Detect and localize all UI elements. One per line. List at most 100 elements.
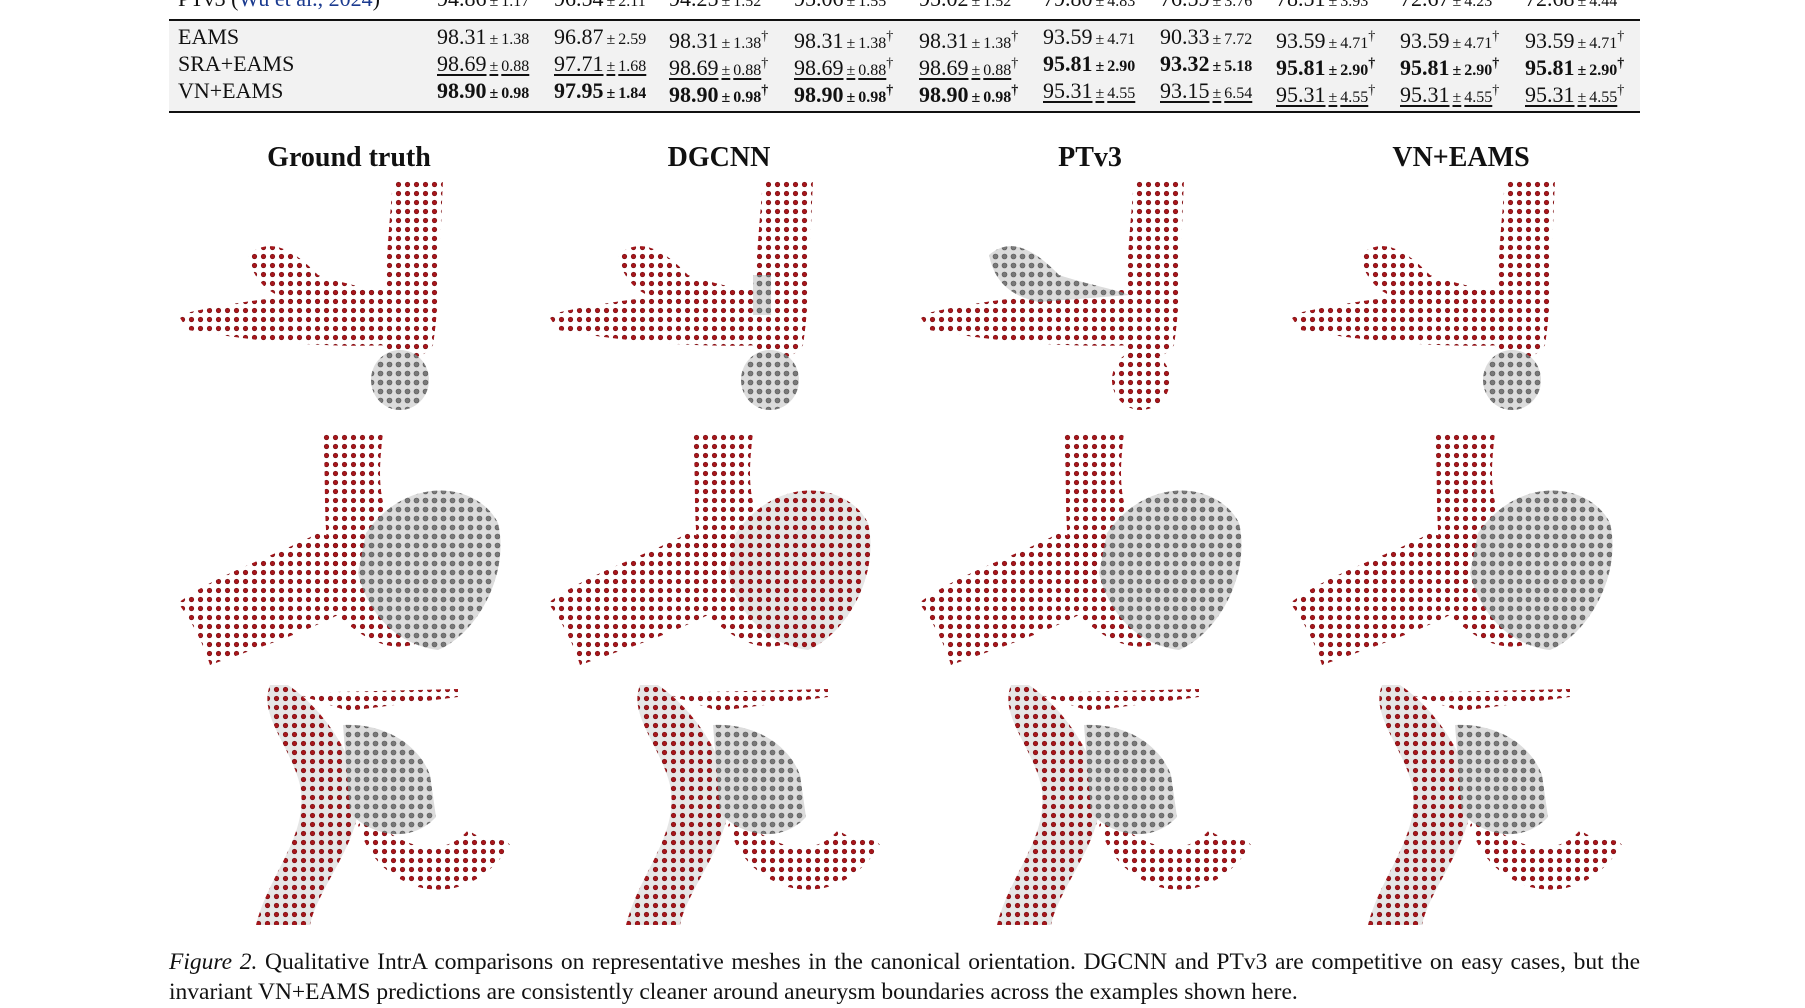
mean: 95.81 <box>1525 55 1575 80</box>
std: 4.83 <box>1107 0 1136 10</box>
mean: 95.31 <box>1400 82 1450 107</box>
column-title: Ground truth <box>267 142 431 173</box>
std: 5.18 <box>1224 58 1253 75</box>
mean: 94.25 <box>669 0 719 11</box>
plus-minus: ± <box>1452 35 1462 52</box>
plus-minus: ± <box>1577 62 1587 79</box>
point-cloud <box>256 685 510 925</box>
table-cell: 72.67±4.23 <box>1400 0 1492 15</box>
cell-value: 98.31 ±1.38 <box>669 28 761 53</box>
caption-text: Qualitative IntrA comparisons on represe… <box>169 949 1641 1005</box>
mean: 72.68 <box>1525 0 1575 11</box>
point-cloud <box>548 433 871 665</box>
plus-minus: ± <box>606 31 616 48</box>
cell-value: 95.81 ±2.90 <box>1525 55 1617 80</box>
table-cell: 93.59 ±4.71† <box>1276 24 1375 57</box>
plus-minus: ± <box>846 89 856 106</box>
mean: 96.54 <box>554 0 604 11</box>
mean: 95.81 <box>1043 51 1093 76</box>
mean: 97.71 <box>554 51 604 76</box>
std: 0.88 <box>858 62 887 79</box>
column-title: DGCNN <box>667 142 771 173</box>
dagger: † <box>761 56 769 71</box>
mean: 95.31 <box>1276 82 1326 107</box>
mean: 94.86 <box>437 0 487 11</box>
cell-value: 95.06±1.55 <box>794 0 886 11</box>
point-cloud <box>1290 433 1613 665</box>
cell-value: 93.59 ±4.71 <box>1400 28 1492 53</box>
table-cell: 98.31 ±1.38 <box>437 24 529 53</box>
table-cell: 93.59 ±4.71 <box>1043 24 1135 53</box>
std: 7.72 <box>1224 31 1253 48</box>
dagger: † <box>761 83 769 98</box>
std: 4.71 <box>1340 35 1369 52</box>
cell-value: 95.81 ±2.90 <box>1276 55 1368 80</box>
cell-value: 78.51±3.93 <box>1276 0 1368 11</box>
table-cell: 95.81 ±2.90† <box>1400 51 1499 84</box>
dagger: † <box>1492 56 1500 71</box>
mean: 98.31 <box>437 24 487 49</box>
plus-minus: ± <box>489 85 499 102</box>
table-cell: 98.69 ±0.88† <box>669 51 768 84</box>
std: 2.59 <box>618 31 647 48</box>
plus-minus: ± <box>1328 0 1338 10</box>
cell-value: 98.69 ±0.88 <box>794 55 886 80</box>
plus-minus: ± <box>1452 89 1462 106</box>
std: 0.98 <box>858 89 887 106</box>
dagger: † <box>1492 29 1500 44</box>
std: 1.52 <box>983 0 1012 10</box>
cell-value: 95.81 ±2.90 <box>1043 51 1135 76</box>
mean: 98.31 <box>669 28 719 53</box>
method-name: PTv3 ( <box>178 0 239 11</box>
plus-minus: ± <box>1577 0 1587 10</box>
table-cell: 95.06±1.55 <box>794 0 886 15</box>
mean: 98.90 <box>794 82 844 107</box>
std: 4.55 <box>1340 89 1369 106</box>
point-cloud <box>626 685 880 925</box>
table-cell: 98.31 ±1.38† <box>669 24 768 57</box>
cell-value: 98.90 ±0.98 <box>669 82 761 107</box>
table-cell: 97.95 ±1.84 <box>554 78 646 107</box>
table-cell: 98.69 ±0.88† <box>919 51 1018 84</box>
cell-value: 96.87 ±2.59 <box>554 24 646 49</box>
dagger: † <box>886 29 894 44</box>
row-label: SRA+EAMS <box>178 51 294 77</box>
mean: 98.69 <box>794 55 844 80</box>
plus-minus: ± <box>1577 35 1587 52</box>
table-cell: 98.90 ±0.98† <box>669 78 768 111</box>
std: 4.55 <box>1107 85 1136 102</box>
plus-minus: ± <box>846 62 856 79</box>
std: 4.55 <box>1589 89 1618 106</box>
cell-value: 95.02±1.52 <box>919 0 1011 11</box>
table-rule <box>169 19 1640 21</box>
plus-minus: ± <box>1212 31 1222 48</box>
mean: 93.15 <box>1160 78 1210 103</box>
point-cloud <box>178 180 443 410</box>
point-cloud <box>1290 180 1555 410</box>
plus-minus: ± <box>1095 31 1105 48</box>
row-label: PTv3 (Wu et al., 2024) <box>178 0 380 12</box>
table-cell: 98.69 ±0.88 <box>437 51 529 80</box>
caption-label: Figure 2. <box>169 949 258 975</box>
table-cell: 98.31 ±1.38† <box>919 24 1018 57</box>
mean: 98.69 <box>669 55 719 80</box>
dagger: † <box>1368 83 1376 98</box>
mean: 98.31 <box>919 28 969 53</box>
table-cell: 96.54±2.11 <box>554 0 646 15</box>
cell-value: 93.59 ±4.71 <box>1525 28 1617 53</box>
table-cell: 93.59 ±4.71† <box>1525 24 1624 57</box>
table-cell: 95.31 ±4.55† <box>1525 78 1624 111</box>
plus-minus: ± <box>721 35 731 52</box>
method-name: EAMS <box>178 24 240 49</box>
cell-value: 79.80±4.83 <box>1043 0 1135 11</box>
std: 1.17 <box>501 0 530 10</box>
std: 2.90 <box>1589 62 1618 79</box>
dagger: † <box>1011 56 1019 71</box>
plus-minus: ± <box>1212 85 1222 102</box>
std: 4.55 <box>1464 89 1493 106</box>
table-cell: 98.90 ±0.98† <box>919 78 1018 111</box>
table-cell: 78.51±3.93 <box>1276 0 1368 15</box>
cell-value: 90.33 ±7.72 <box>1160 24 1252 49</box>
dagger: † <box>1011 83 1019 98</box>
